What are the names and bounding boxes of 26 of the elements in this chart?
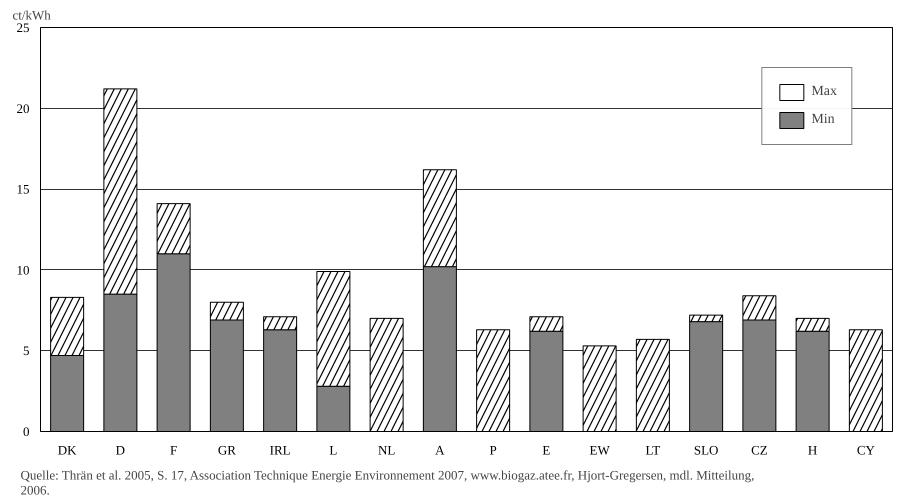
x-tick-label: EW	[590, 442, 610, 458]
x-tick-label: NL	[378, 442, 396, 458]
x-tick-label: L	[329, 442, 338, 458]
source-note: Quelle: Thrän et al. 2005, S. 17, Association Technique Energie Environnement 2007, www.biogaz.atee.fr, Hjort-Gregersen, mdl. Mitteilung, 2006.	[20, 468, 754, 498]
x-tick-label: A	[435, 442, 446, 458]
y-tick-label: 5	[23, 343, 30, 358]
x-tick-label: E	[542, 442, 550, 458]
y-tick-label: 20	[16, 100, 30, 116]
legend-label: Min	[811, 112, 835, 128]
x-tick-label: H	[808, 442, 818, 458]
x-tick-label: GR	[218, 442, 236, 458]
y-axis-title: ct/kWh	[12, 8, 52, 22]
y-tick-label: 10	[16, 262, 30, 278]
y-tick-label: 0	[23, 424, 30, 439]
x-tick-label: CY	[856, 442, 876, 458]
x-tick-label: D	[116, 442, 126, 458]
x-tick-label: CZ	[751, 442, 768, 458]
x-tick-label: IRL	[270, 442, 291, 458]
x-tick-label: SLO	[694, 442, 718, 458]
y-tick-label: 25	[16, 20, 30, 35]
x-tick-label: DK	[58, 442, 78, 458]
x-tick-label: P	[490, 442, 497, 458]
legend-label: Max	[811, 84, 837, 100]
x-tick-label: LT	[646, 442, 660, 458]
y-tick-label: 15	[16, 182, 30, 197]
x-tick-label: F	[170, 442, 178, 458]
